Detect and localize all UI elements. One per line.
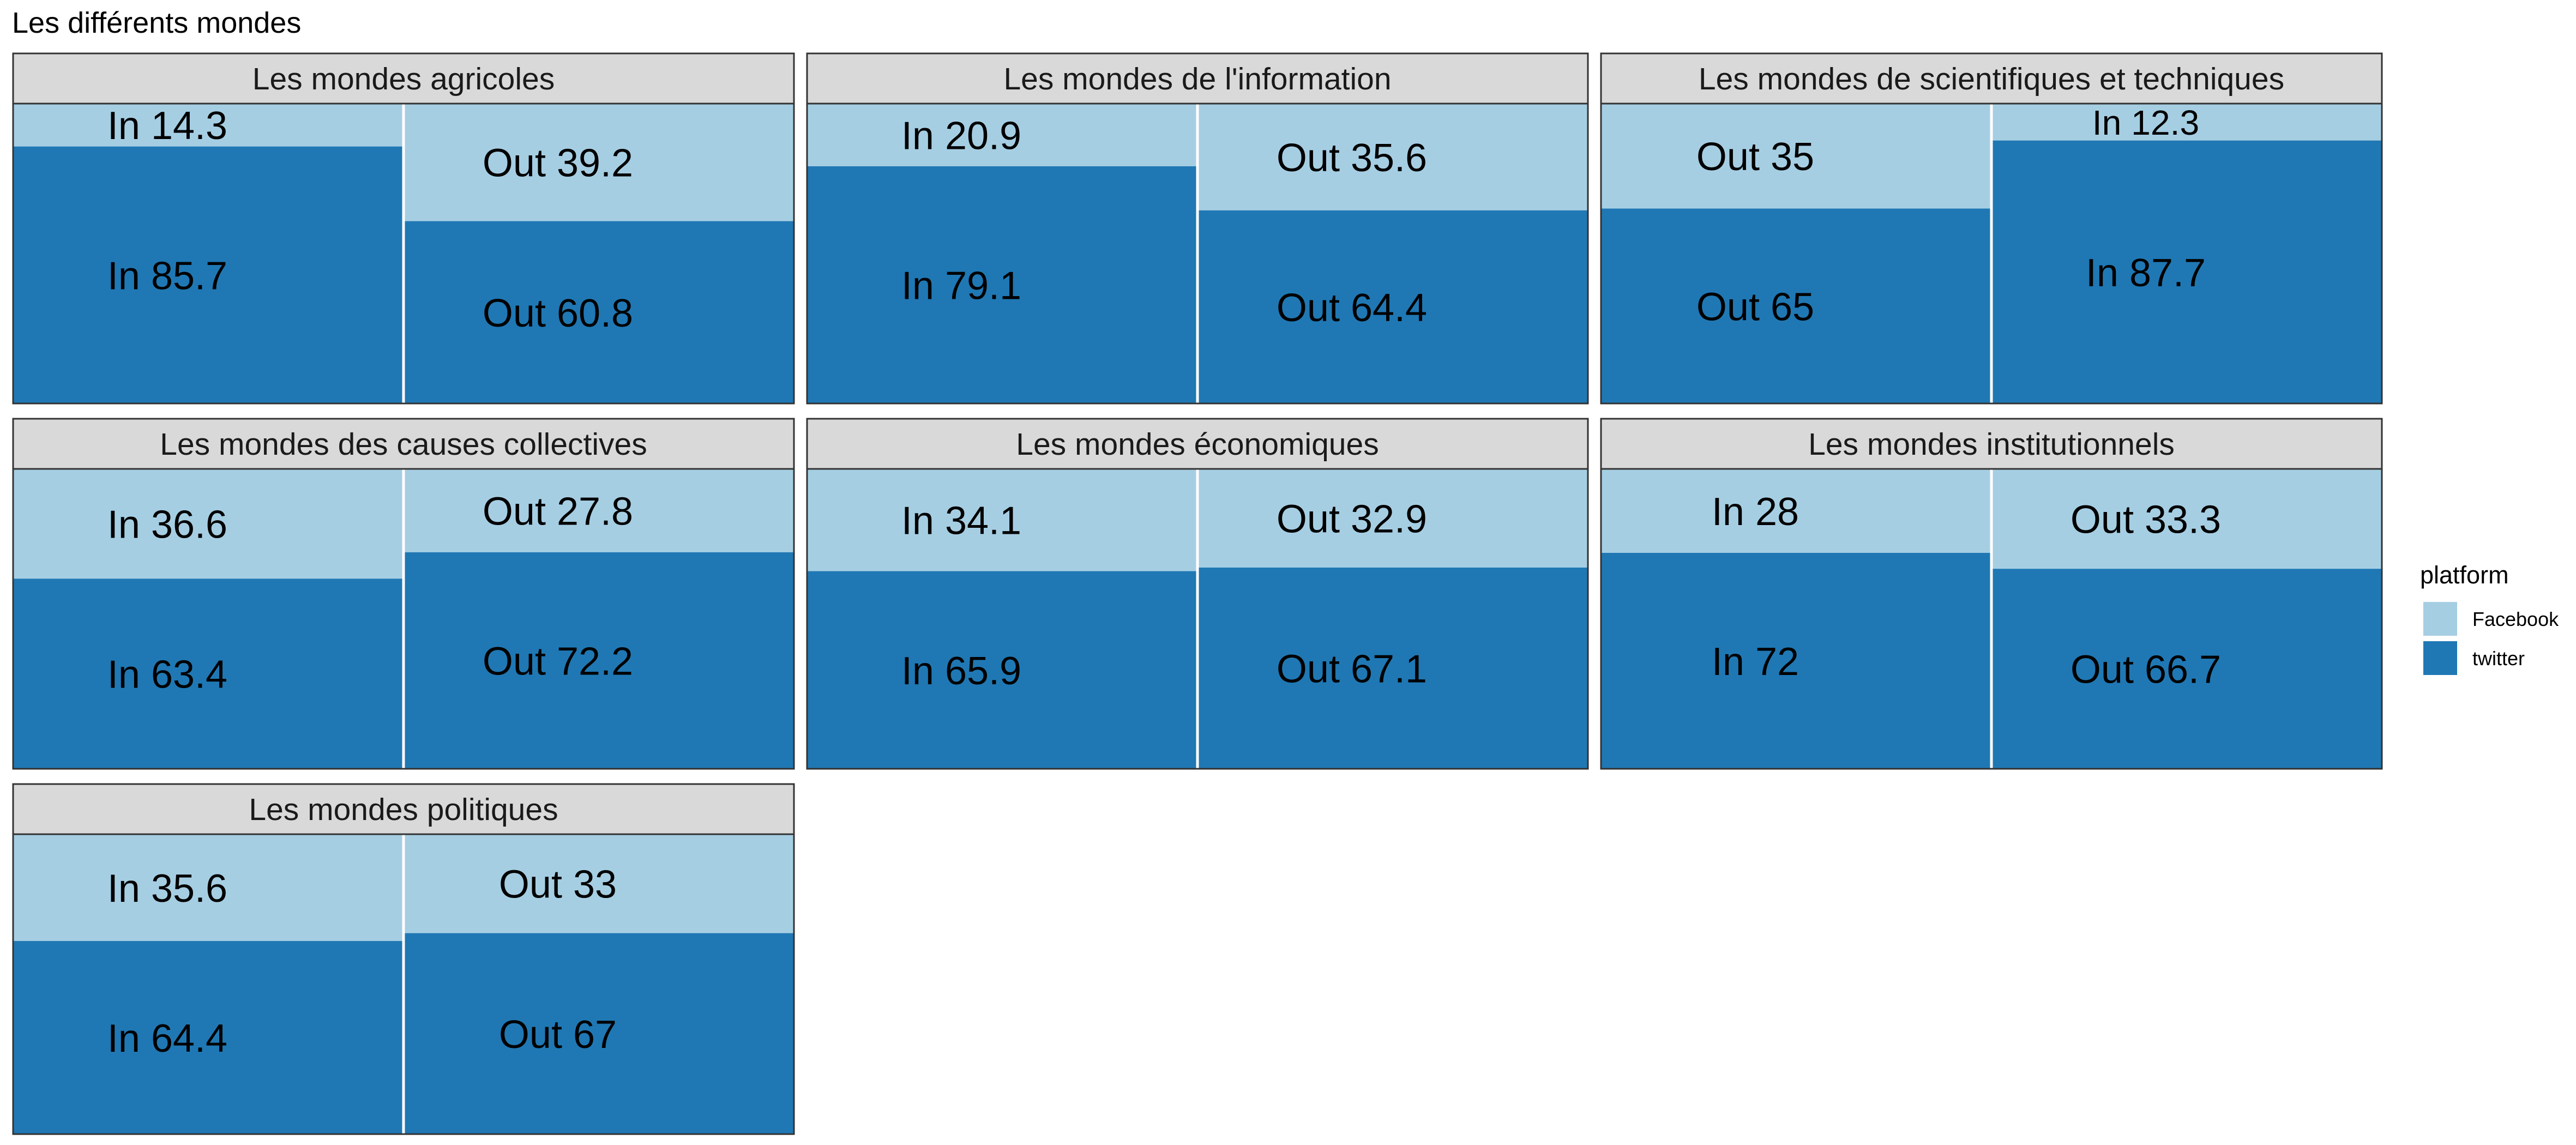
data-label-facebook: In 20.9 bbox=[901, 114, 1021, 158]
panel-border bbox=[12, 103, 795, 405]
panel-border bbox=[1600, 103, 2383, 405]
data-label-facebook: In 36.6 bbox=[107, 503, 227, 547]
facet-panel: Les mondes agricoles In 14.3 In 85.7 Out 39… bbox=[12, 52, 795, 405]
data-label-facebook: Out 33 bbox=[499, 863, 617, 907]
panel-border bbox=[806, 103, 1589, 405]
bar-segment-twitter bbox=[1197, 210, 1588, 403]
bar-segment-twitter bbox=[13, 941, 404, 1134]
bar-segment-twitter bbox=[404, 933, 794, 1134]
data-label-twitter: Out 60.8 bbox=[483, 292, 633, 335]
data-label-facebook: Out 27.8 bbox=[483, 490, 633, 533]
bar-segment-facebook bbox=[1197, 469, 1588, 568]
data-label-twitter: Out 67.1 bbox=[1277, 647, 1427, 691]
bar-segment-twitter bbox=[1601, 553, 1991, 769]
facet-panel: Les mondes institutionnels In 28 In 72 Out … bbox=[1600, 418, 2383, 770]
bar-segment-twitter bbox=[1197, 567, 1588, 769]
legend-key-twitter bbox=[2423, 641, 2457, 675]
data-label-twitter: In 65.9 bbox=[901, 649, 1021, 693]
facet-panel: Les mondes économiques In 34.1 In 65.9 Out … bbox=[806, 418, 1589, 770]
bar-segment-facebook bbox=[1601, 104, 1991, 209]
facet-title: Les mondes des causes collectives bbox=[160, 427, 647, 462]
bar-segment-twitter bbox=[807, 166, 1197, 403]
facet-strip bbox=[12, 783, 795, 835]
facet-panel: Les mondes de scientifiques et technique… bbox=[1600, 52, 2383, 405]
data-label-facebook: Out 35 bbox=[1696, 135, 1814, 179]
facet-strip bbox=[1600, 52, 2383, 105]
bar-segment-twitter bbox=[1991, 140, 2382, 403]
data-label-facebook: Out 35.6 bbox=[1277, 136, 1427, 180]
data-label-twitter: Out 67 bbox=[499, 1013, 617, 1057]
panel-border bbox=[1600, 468, 2383, 770]
facet-title: Les mondes institutionnels bbox=[1808, 427, 2175, 462]
bar-segment-facebook bbox=[404, 834, 794, 933]
bar-segment-twitter bbox=[13, 578, 404, 769]
panel-border bbox=[806, 468, 1589, 770]
legend-label-facebook: Facebook bbox=[2472, 608, 2559, 630]
data-label-facebook: Out 39.2 bbox=[483, 142, 633, 185]
bar-segment-facebook bbox=[1991, 104, 2382, 141]
facet-panel: Les mondes de l'information In 20.9 In 79.… bbox=[806, 52, 1589, 405]
facet-strip bbox=[12, 52, 795, 105]
data-label-twitter: Out 64.4 bbox=[1277, 286, 1427, 330]
legend: platform Facebook twitter bbox=[2420, 561, 2559, 675]
legend-key-facebook bbox=[2423, 602, 2457, 636]
bar-segment-facebook bbox=[1991, 469, 2382, 569]
bar-segment-twitter bbox=[404, 552, 794, 769]
data-label-facebook: Out 32.9 bbox=[1277, 497, 1427, 541]
data-label-twitter: In 87.7 bbox=[2086, 251, 2206, 295]
facet-strip bbox=[806, 418, 1589, 470]
bar-segment-facebook bbox=[1601, 469, 1991, 553]
facet-panel: Les mondes des causes collectives In 36.6… bbox=[12, 418, 795, 770]
bar-segment-twitter bbox=[404, 221, 794, 403]
data-label-twitter: In 64.4 bbox=[107, 1017, 227, 1060]
legend-label-twitter: twitter bbox=[2472, 647, 2525, 670]
facet-title: Les mondes économiques bbox=[1016, 427, 1379, 462]
bar-segment-facebook bbox=[807, 469, 1197, 571]
data-label-facebook: In 35.6 bbox=[107, 867, 227, 911]
legend-title: platform bbox=[2420, 561, 2509, 589]
bar-segment-facebook bbox=[807, 104, 1197, 166]
data-label-facebook: In 14.3 bbox=[107, 104, 227, 148]
data-label-facebook: In 12.3 bbox=[2092, 103, 2199, 142]
bar-segment-facebook bbox=[404, 104, 794, 221]
bar-segment-facebook bbox=[13, 104, 404, 147]
bar-segment-facebook bbox=[13, 469, 404, 579]
bar-segment-twitter bbox=[13, 146, 404, 403]
bar-segment-facebook bbox=[404, 469, 794, 552]
data-label-twitter: In 79.1 bbox=[901, 264, 1021, 308]
bar-segment-twitter bbox=[1601, 208, 1991, 403]
panel-border bbox=[12, 833, 795, 1135]
facet-strip bbox=[1600, 418, 2383, 470]
facet-panel: Les mondes politiques In 35.6 In 64.4 Out 3… bbox=[12, 783, 795, 1135]
data-label-facebook: In 28 bbox=[1712, 490, 1799, 534]
data-label-twitter: In 72 bbox=[1712, 640, 1799, 684]
panel-border bbox=[12, 468, 795, 770]
facet-title: Les mondes agricoles bbox=[252, 62, 555, 97]
data-label-twitter: Out 65 bbox=[1696, 285, 1814, 329]
data-label-twitter: In 63.4 bbox=[107, 653, 227, 697]
bar-segment-facebook bbox=[1197, 104, 1588, 210]
facet-title: Les mondes de scientifiques et technique… bbox=[1699, 62, 2284, 97]
data-label-twitter: Out 72.2 bbox=[483, 640, 633, 683]
data-label-twitter: In 85.7 bbox=[107, 254, 227, 298]
bar-segment-twitter bbox=[1991, 569, 2382, 769]
bar-segment-facebook bbox=[13, 834, 404, 941]
data-label-twitter: Out 66.7 bbox=[2071, 648, 2221, 692]
data-label-facebook: In 34.1 bbox=[901, 499, 1021, 543]
chart-title: Les différents mondes bbox=[12, 7, 301, 39]
facet-panels: Les mondes agricoles In 14.3 In 85.7 Out 39… bbox=[12, 52, 2383, 1135]
data-label-facebook: Out 33.3 bbox=[2071, 498, 2221, 541]
facet-title: Les mondes politiques bbox=[249, 792, 558, 827]
facet-title: Les mondes de l'information bbox=[1003, 62, 1391, 97]
bar-segment-twitter bbox=[807, 571, 1197, 769]
